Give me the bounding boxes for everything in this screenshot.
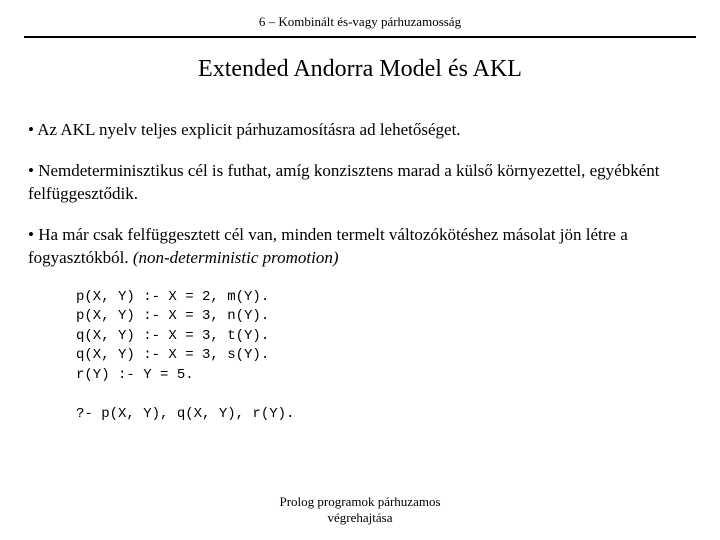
slide-header: 6 – Kombinált és-vagy párhuzamosság — [0, 0, 720, 36]
bullet-1: • Az AKL nyelv teljes explicit párhuzamo… — [28, 119, 692, 142]
bullet-3: • Ha már csak felfüggesztett cél van, mi… — [28, 224, 692, 270]
bullet-2: • Nemdeterminisztikus cél is futhat, amí… — [28, 160, 692, 206]
slide-title: Extended Andorra Model és AKL — [0, 56, 720, 83]
header-divider — [24, 36, 696, 38]
slide-footer: Prolog programok párhuzamos végrehajtása — [0, 494, 720, 527]
bullet-2-text: • Nemdeterminisztikus cél is futhat, amí… — [28, 161, 659, 203]
footer-line-1: Prolog programok párhuzamos — [279, 494, 440, 509]
footer-line-2: végrehajtása — [328, 510, 393, 525]
code-block: p(X, Y) :- X = 2, m(Y). p(X, Y) :- X = 3… — [76, 288, 720, 425]
bullet-1-text: • Az AKL nyelv teljes explicit párhuzamo… — [28, 120, 461, 139]
bullet-3-italic: (non-deterministic promotion) — [133, 248, 339, 267]
